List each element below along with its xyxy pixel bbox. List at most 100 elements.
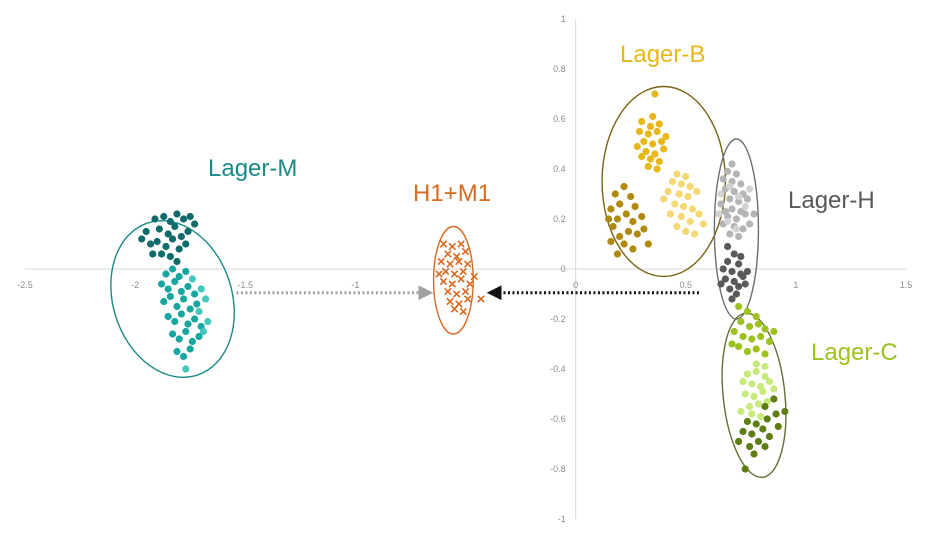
point-lager-m-s1-3 <box>182 267 190 276</box>
point-lager-m-s1-1 <box>168 265 177 273</box>
point-lager-m-s0-17 <box>175 245 183 253</box>
group-label-lager-b: Lager-B <box>620 41 705 68</box>
point-lager-h-s8-2 <box>735 192 743 201</box>
point-lager-m-s2-2 <box>202 295 210 303</box>
point-lager-c-s12-11 <box>765 432 774 441</box>
point-lager-b-s6-10 <box>671 200 679 208</box>
point-lager-h-s9-10 <box>735 282 743 291</box>
point-lager-m-s0-5 <box>186 212 194 221</box>
point-lager-b-s4-18 <box>644 162 652 171</box>
x-tick-label-2: -2 <box>131 280 139 290</box>
point-lager-m-s0-11 <box>177 232 185 241</box>
x-tick-label-1: -1 <box>351 280 359 290</box>
y-tick-label-1: -1 <box>558 514 566 524</box>
point-lager-m-s0-18 <box>182 240 190 248</box>
point-lager-m-s0-13 <box>146 240 155 248</box>
point-lager-b-s4-2 <box>646 122 655 131</box>
point-lager-m-s1-28 <box>179 352 188 361</box>
point-lager-h-s9-3 <box>719 265 727 273</box>
group-label-lager-h: Lager-H <box>788 187 875 214</box>
point-lager-c-s11-15 <box>757 412 765 421</box>
point-lager-b-s4-19 <box>653 165 661 173</box>
point-lager-c-s10-4 <box>746 322 754 331</box>
point-lager-m-s1-7 <box>177 287 185 296</box>
point-lager-c-s12-4 <box>752 420 760 428</box>
point-lager-h-s7-0 <box>728 160 736 168</box>
point-lager-c-s11-11 <box>754 400 763 408</box>
point-h1-m1-s3-13 <box>439 277 448 286</box>
point-lager-b-s4-7 <box>662 132 670 141</box>
point-lager-c-s11-16 <box>770 385 778 393</box>
point-lager-c-s12-1 <box>761 402 769 411</box>
point-h1-m1-s3-9 <box>463 260 472 268</box>
point-lager-m-s1-2 <box>175 272 183 281</box>
point-lager-h-s7-16 <box>732 215 741 223</box>
point-lager-m-s0-8 <box>155 225 163 233</box>
point-lager-m-s0-7 <box>142 227 150 236</box>
point-lager-c-s10-2 <box>752 312 760 321</box>
point-lager-h-s7-13 <box>728 205 736 213</box>
point-lager-c-s11-7 <box>741 390 749 398</box>
point-lager-b-s4-13 <box>651 150 659 158</box>
point-lager-c-s10-7 <box>730 327 738 336</box>
point-lager-b-s6-0 <box>673 170 681 178</box>
x-tick-label-0-5: 0.5 <box>679 280 692 290</box>
point-lager-b-s6-19 <box>690 230 699 238</box>
point-lager-c-s11-10 <box>746 402 754 411</box>
point-lager-m-s0-14 <box>153 237 161 246</box>
point-lager-b-s4-16 <box>655 157 663 166</box>
point-lager-m-s1-10 <box>160 297 168 306</box>
point-lager-c-s10-14 <box>752 345 760 353</box>
point-lager-h-s7-2 <box>732 170 741 178</box>
point-lager-h-s7-20 <box>739 225 747 233</box>
point-lager-b-s4-12 <box>642 147 650 156</box>
point-lager-m-s1-27 <box>173 347 181 356</box>
point-h1-m1-s3-23 <box>450 305 459 313</box>
point-lager-m-s1-13 <box>179 295 188 303</box>
point-lager-m-s0-0 <box>151 215 159 223</box>
point-lager-h-s9-9 <box>726 285 734 293</box>
point-lager-c-s10-9 <box>748 335 756 343</box>
point-lager-m-s1-18 <box>177 310 185 318</box>
point-lager-h-s7-1 <box>723 167 732 176</box>
point-lager-c-s12-3 <box>763 415 771 423</box>
point-lager-m-s0-20 <box>157 250 166 258</box>
point-lager-m-s1-11 <box>166 292 174 301</box>
point-lager-h-s8-3 <box>741 202 749 211</box>
point-lager-b-s5-0 <box>620 182 628 191</box>
point-lager-c-s12-2 <box>772 410 780 418</box>
point-lager-h-s7-3 <box>719 175 727 183</box>
point-lager-c-s12-13 <box>781 407 789 416</box>
point-lager-c-s10-13 <box>743 347 752 356</box>
point-lager-b-s6-4 <box>686 182 694 191</box>
point-lager-h-s9-8 <box>739 272 747 281</box>
point-lager-c-s10-11 <box>765 337 774 346</box>
point-h1-m1-s3-12 <box>459 267 468 276</box>
point-lager-m-s1-29 <box>186 345 194 353</box>
point-lager-m-s1-4 <box>157 280 166 288</box>
point-lager-c-s12-8 <box>739 427 747 436</box>
y-tick-labels: 1 0.8 0.6 0.4 0.2 0 -0.2 -0.4 -0.6 -0.8 -1 <box>550 14 566 524</box>
point-lager-b-s5-2 <box>627 192 635 201</box>
y-tick-label-0-4: 0.4 <box>553 164 566 174</box>
point-lager-m-s1-20 <box>190 315 199 323</box>
point-lager-h-s9-0 <box>730 250 738 258</box>
point-lager-m-s0-15 <box>162 242 170 251</box>
point-h1-m1-s3-4 <box>444 250 452 258</box>
point-h1-m1-s3-16 <box>466 280 474 288</box>
point-lager-h-s7-23 <box>750 210 758 218</box>
x-tick-label-1-5: 1.5 <box>900 280 913 290</box>
point-lager-b-s5-13 <box>633 230 641 238</box>
point-lager-b-s5-11 <box>624 227 633 236</box>
point-lager-h-s7-25 <box>746 220 754 228</box>
point-lager-b-s6-2 <box>668 177 677 186</box>
point-lager-b-s4-0 <box>649 112 657 121</box>
y-tick-label-0-4: -0.4 <box>550 364 566 374</box>
point-lager-m-s1-9 <box>190 290 199 298</box>
point-lager-b-s4-3 <box>655 120 663 128</box>
point-lager-h-s9-14 <box>741 280 749 288</box>
point-lager-b-s5-15 <box>620 240 628 248</box>
point-lager-b-s4-4 <box>635 127 644 136</box>
point-lager-h-s7-11 <box>743 195 752 203</box>
point-lager-b-s6-11 <box>679 202 688 211</box>
